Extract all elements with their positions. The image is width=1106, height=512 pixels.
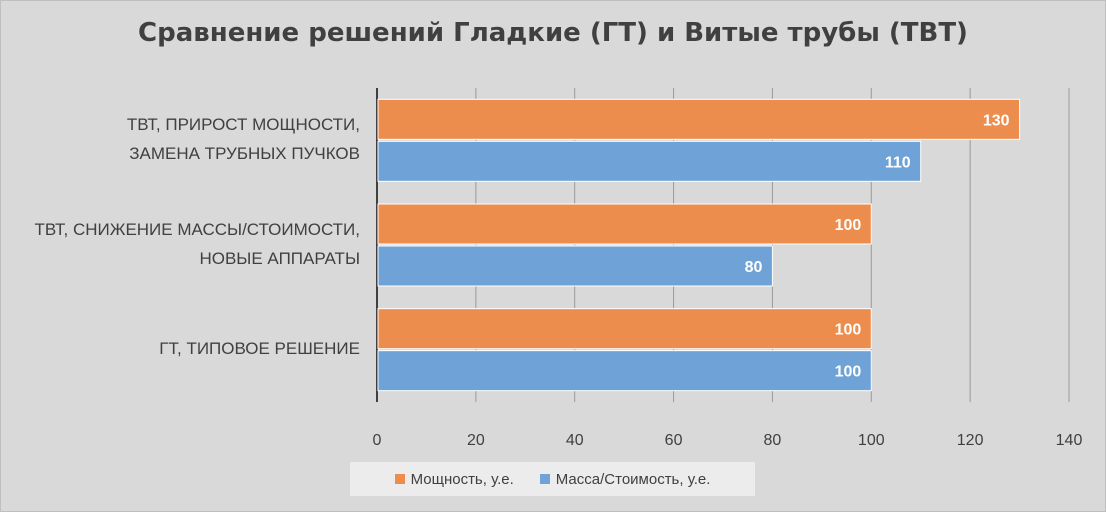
bar-value-label: 100 xyxy=(835,217,862,234)
category-label: ТВТ, СНИЖЕНИЕ МАССЫ/СТОИМОСТИ, НОВЫЕ АППА… xyxy=(10,215,360,273)
bar xyxy=(377,140,922,182)
category-label-line: ЗАМЕНА ТРУБНЫХ ПУЧКОВ xyxy=(129,144,360,164)
x-tick-label: 20 xyxy=(467,432,485,449)
x-tick-label: 40 xyxy=(566,432,584,449)
bar-value-label: 100 xyxy=(835,364,862,381)
category-label-line: НОВЫЕ АППАРАТЫ xyxy=(199,249,360,268)
legend: Мощность, у.е. Масса/Стоимость, у.е. xyxy=(350,462,755,496)
legend-swatch xyxy=(394,474,405,484)
x-tick-label: 80 xyxy=(764,432,782,449)
bar xyxy=(377,245,773,287)
bar-value-label: 130 xyxy=(983,112,1010,129)
category-label: ТВТ, ПРИРОСТ МОЩНОСТИ, ЗАМЕНА ТРУБНЫХ ПУЧ… xyxy=(10,110,360,168)
x-tick-label: 60 xyxy=(665,432,683,449)
bar-value-label: 80 xyxy=(745,259,763,276)
category-label-line: ТВТ, СНИЖЕНИЕ МАССЫ/СТОИМОСТИ, xyxy=(34,220,360,239)
legend-label: Мощность, у.е. xyxy=(410,470,514,488)
category-label: ГТ, ТИПОВОЕ РЕШЕНИЕ xyxy=(10,334,360,363)
bar-value-label: 100 xyxy=(835,322,862,339)
chart-title: Сравнение решений Гладкие (ГТ) и Витые т… xyxy=(138,18,968,48)
legend-label: Масса/Стоимость, у.е. xyxy=(555,470,711,488)
legend-item: Мощность, у.е. xyxy=(394,470,514,488)
bar-value-label: 110 xyxy=(885,154,911,171)
bar xyxy=(377,350,872,392)
legend-item: Масса/Стоимость, у.е. xyxy=(539,470,711,488)
category-label-line: ГТ, ТИПОВОЕ РЕШЕНИЕ xyxy=(159,339,360,359)
bar xyxy=(377,203,872,245)
bar xyxy=(377,98,1021,140)
category-label-line: ТВТ, ПРИРОСТ МОЩНОСТИ, xyxy=(126,115,360,135)
legend-swatch xyxy=(539,474,550,484)
x-tick-label: 140 xyxy=(1056,432,1083,449)
bar xyxy=(377,308,872,350)
x-tick-label: 100 xyxy=(858,432,885,449)
x-tick-label: 120 xyxy=(957,432,984,449)
x-tick-label: 0 xyxy=(373,432,382,449)
